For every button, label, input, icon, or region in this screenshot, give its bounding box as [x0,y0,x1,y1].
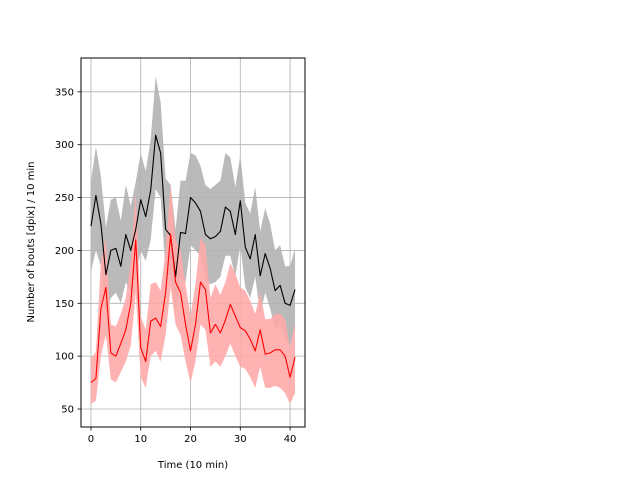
y-tick-label: 200 [55,246,74,257]
confidence-band-1 [90,184,296,404]
x-tick-label: 0 [88,434,94,445]
x-axis-ticks: 0 10 20 30 40 [88,427,297,445]
x-axis-label: Time (10 min) [157,460,228,471]
series-line-1 [90,234,296,384]
y-tick-label: 350 [55,87,74,98]
x-tick-label: 20 [184,434,197,445]
y-tick-label: 250 [55,193,74,204]
series-line-0 [90,134,296,306]
y-axis-ticks: 50 100 150 200 250 300 350 [55,87,81,416]
y-axis-label: Number of bouts [dpix] / 10 min [26,162,37,323]
y-tick-label: 50 [61,405,74,416]
series-lines [90,134,296,384]
plot-frame [80,57,306,428]
y-tick-label: 100 [55,352,74,363]
confidence-band-0 [90,75,296,346]
x-tick-label: 40 [284,434,297,445]
y-tick-label: 150 [55,299,74,310]
x-tick-label: 30 [234,434,247,445]
y-tick-label: 300 [55,140,74,151]
confidence-bands [90,75,296,404]
x-tick-label: 10 [134,434,147,445]
